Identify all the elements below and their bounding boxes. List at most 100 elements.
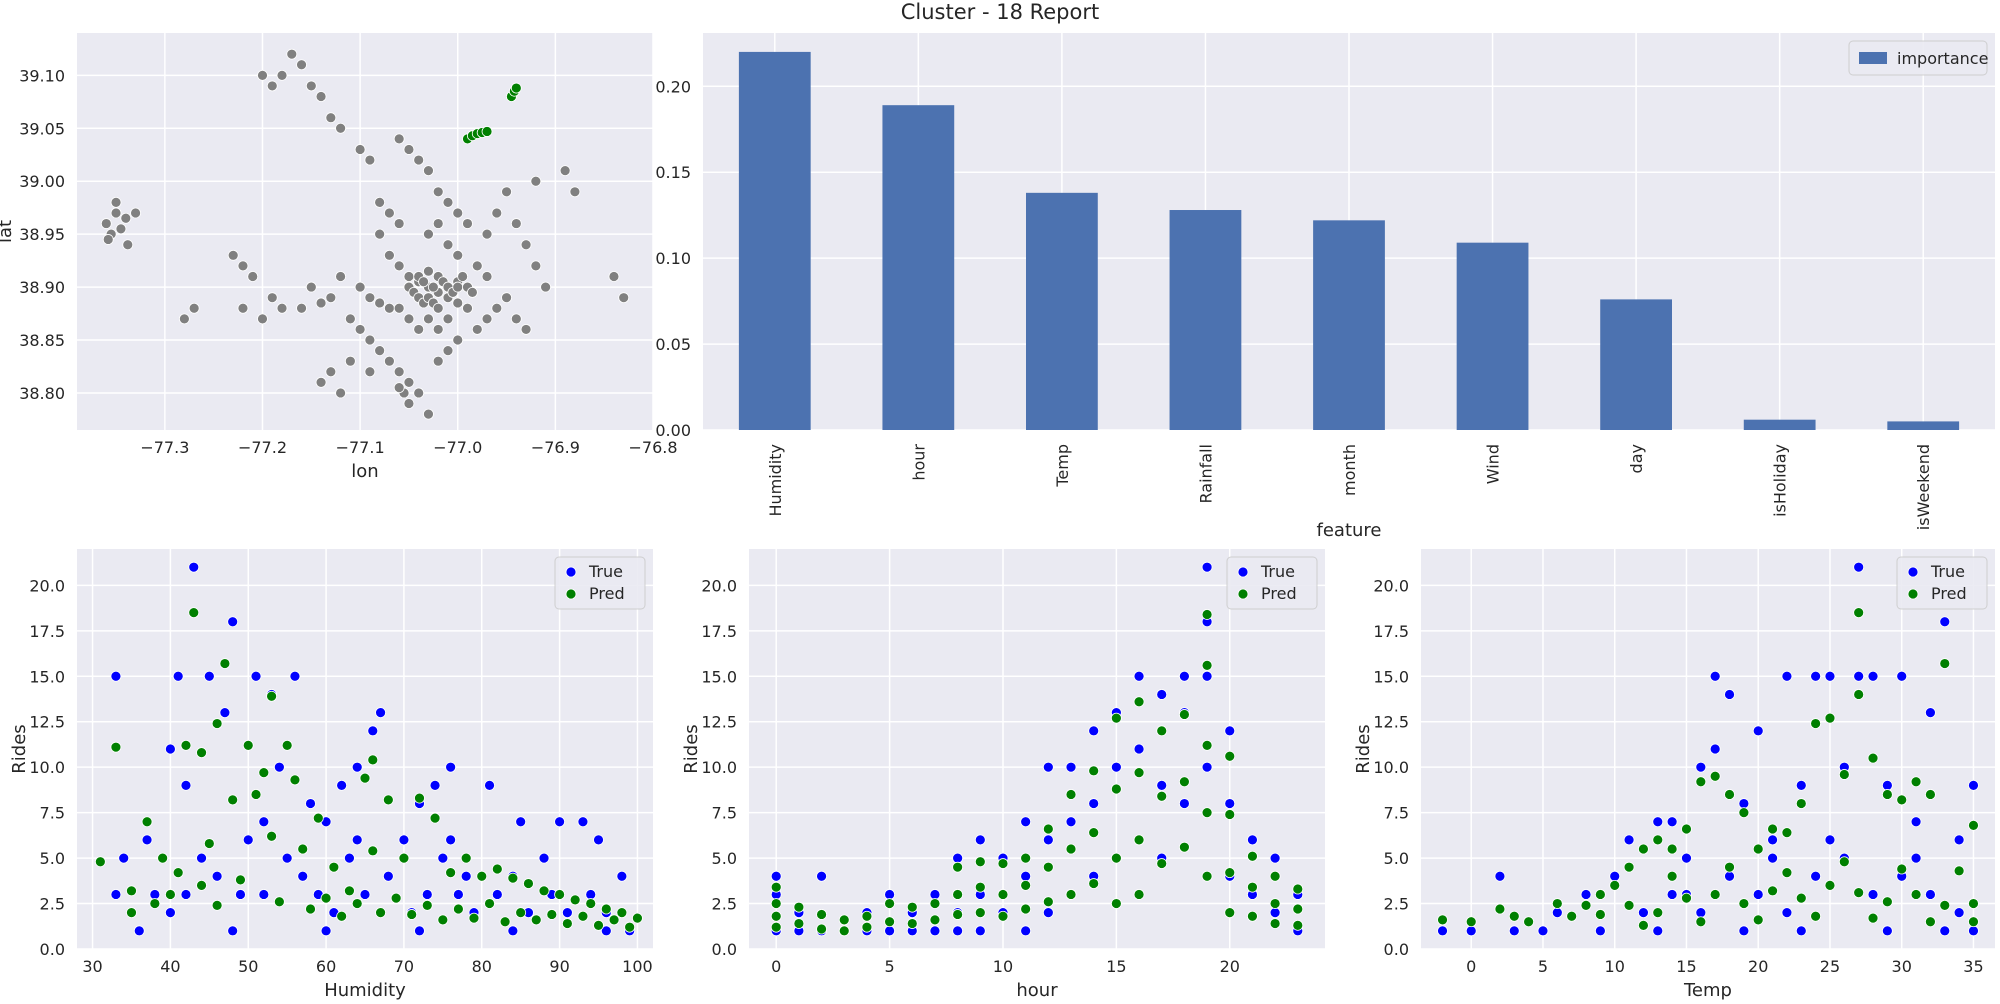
y-axis-label: Rides xyxy=(9,724,30,773)
true-point xyxy=(1953,834,1965,846)
pred-point xyxy=(1523,916,1535,928)
pred-point xyxy=(997,858,1009,869)
true-point xyxy=(1638,907,1649,919)
all-stations-point xyxy=(110,207,122,219)
true-point xyxy=(1724,689,1735,700)
pred-point xyxy=(1179,709,1190,720)
pred-point xyxy=(1551,898,1563,909)
all-stations-point xyxy=(257,313,268,325)
pred-point xyxy=(141,816,153,828)
pred-point xyxy=(273,896,285,908)
pred-point xyxy=(406,909,418,920)
true-point xyxy=(1953,907,1965,919)
x-tick-label: hour xyxy=(909,444,928,481)
pred-point xyxy=(816,923,827,935)
true-point xyxy=(974,834,986,846)
pred-point xyxy=(906,918,918,929)
all-stations-point xyxy=(442,313,454,325)
pred-point xyxy=(1133,767,1145,779)
all-stations-point xyxy=(501,186,512,198)
pred-point xyxy=(1292,903,1304,915)
all-stations-point xyxy=(452,297,464,309)
pred-point xyxy=(1810,718,1822,729)
map-plot-area xyxy=(77,33,653,430)
y-tick-label: 7.5 xyxy=(40,804,65,823)
pred-point xyxy=(1156,858,1168,869)
y-tick-label: 10.0 xyxy=(29,758,65,777)
all-stations-point xyxy=(266,292,278,304)
y-tick-label: 12.5 xyxy=(701,713,737,732)
x-tick-label: −76.8 xyxy=(628,438,677,457)
true-point xyxy=(1810,670,1822,682)
true-point xyxy=(577,816,589,828)
pred-point xyxy=(1020,879,1032,891)
true-point xyxy=(351,834,363,846)
true-point xyxy=(1867,670,1879,682)
y-tick-label: 15.0 xyxy=(29,667,65,686)
true-point xyxy=(188,561,200,573)
true-point xyxy=(1065,816,1077,828)
true-point xyxy=(770,870,782,882)
legend-marker-pred xyxy=(565,588,577,600)
all-stations-point xyxy=(432,324,444,335)
true-point xyxy=(1042,907,1054,919)
true-point xyxy=(1580,889,1592,900)
legend-label-pred: Pred xyxy=(1931,584,1967,603)
true-point xyxy=(1042,761,1054,773)
pred-point xyxy=(172,867,184,879)
pred-point xyxy=(382,794,394,806)
y-tick-label: 38.80 xyxy=(19,384,65,403)
true-point xyxy=(1881,925,1893,937)
y-tick-label: 0.20 xyxy=(655,77,691,96)
all-stations-point xyxy=(325,292,337,304)
true-point xyxy=(359,889,371,900)
x-tick-label: 30 xyxy=(1892,957,1912,976)
pred-point xyxy=(367,845,379,857)
true-point xyxy=(1666,816,1678,828)
all-stations-point xyxy=(276,302,288,314)
pred-point xyxy=(1724,789,1735,800)
pred-point xyxy=(569,894,581,906)
all-stations-point xyxy=(305,80,317,92)
x-tick-label: 70 xyxy=(394,957,414,976)
y-tick-label: 5.0 xyxy=(712,849,737,868)
pred-point xyxy=(1752,843,1764,855)
true-point xyxy=(141,834,153,846)
true-point xyxy=(258,816,270,828)
true-point xyxy=(515,816,527,828)
x-tick-label: 25 xyxy=(1820,957,1840,976)
all-stations-point xyxy=(257,69,268,81)
true-point xyxy=(1781,907,1793,919)
all-stations-point xyxy=(325,112,337,124)
all-stations-point xyxy=(237,302,249,314)
pred-point xyxy=(884,916,895,928)
all-stations-point xyxy=(423,228,434,240)
pred-point xyxy=(1201,870,1213,882)
bar-month xyxy=(1313,220,1385,430)
pred-point xyxy=(1781,867,1793,879)
true-point xyxy=(429,779,441,791)
true-point xyxy=(133,925,145,937)
pred-point xyxy=(997,910,1009,922)
pred-point xyxy=(297,843,309,855)
true-point xyxy=(453,889,464,900)
legend-label-importance: importance xyxy=(1897,49,1988,68)
pred-point xyxy=(1810,910,1822,922)
pred-point xyxy=(367,754,379,766)
pred-point xyxy=(1867,912,1879,924)
pred-point xyxy=(770,881,782,893)
pred-point xyxy=(1201,659,1213,671)
y-tick-label: 2.5 xyxy=(712,895,737,914)
pred-point xyxy=(1224,809,1236,820)
pred-point xyxy=(196,879,207,891)
all-stations-point xyxy=(178,313,190,325)
all-stations-point xyxy=(130,207,141,219)
true-point xyxy=(1133,670,1145,682)
pred-point xyxy=(974,881,986,893)
bar-humidity xyxy=(738,51,811,431)
pred-point xyxy=(1939,899,1951,911)
pred-point xyxy=(884,898,895,909)
true-point xyxy=(1767,852,1778,864)
y-tick-label: 0.10 xyxy=(655,249,691,268)
all-stations-point xyxy=(305,281,317,293)
